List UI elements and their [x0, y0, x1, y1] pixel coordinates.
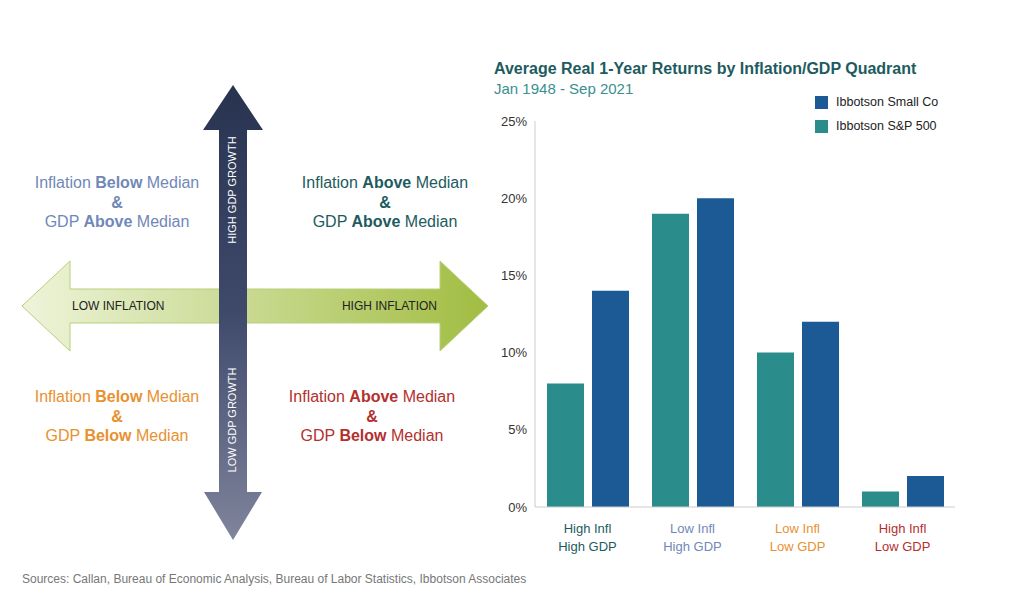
html-text:Jan 1948 - Sep 2021: Jan 1948 - Sep 2021	[494, 80, 634, 97]
svg-text:&: &	[111, 194, 123, 211]
svg-text:HIGH GDP GROWTH: HIGH GDP GROWTH	[226, 136, 238, 243]
svg-text:15%: 15%	[501, 268, 527, 283]
svg-text:20%: 20%	[501, 191, 527, 206]
html-text:Ibbotson S&P 500: Ibbotson S&P 500	[836, 119, 937, 133]
svg-text:Inflation Below Median: Inflation Below Median	[35, 388, 200, 405]
svg-text:10%: 10%	[501, 345, 527, 360]
svg-text:0%: 0%	[508, 500, 527, 515]
svg-text:&: &	[366, 408, 378, 425]
svg-text:LOW INFLATION: LOW INFLATION	[72, 299, 164, 313]
svg-text:GDP Above Median: GDP Above Median	[313, 213, 458, 230]
svg-text:GDP Below Median: GDP Below Median	[46, 427, 189, 444]
svg-text:5%: 5%	[508, 422, 527, 437]
svg-text:Inflation Below Median: Inflation Below Median	[35, 174, 200, 191]
svg-text:Low InflLow GDP: Low InflLow GDP	[770, 521, 826, 554]
svg-text:&: &	[379, 194, 391, 211]
svg-text:Low InflHigh GDP: Low InflHigh GDP	[663, 521, 722, 554]
svg-text:25%: 25%	[501, 114, 527, 129]
svg-text:Inflation Above Median: Inflation Above Median	[302, 174, 468, 191]
html-text:Sources: Callan, Bureau of Eco: Sources: Callan, Bureau of Economic Anal…	[22, 572, 527, 586]
svg-text:Inflation Above Median: Inflation Above Median	[289, 388, 455, 405]
svg-text:High InflHigh GDP: High InflHigh GDP	[558, 521, 617, 554]
svg-text:GDP Above Median: GDP Above Median	[45, 213, 190, 230]
svg-text:GDP Below Median: GDP Below Median	[301, 427, 444, 444]
html-text:Average Real 1-Year Returns by: Average Real 1-Year Returns by Inflation…	[494, 60, 917, 77]
svg-text:HIGH INFLATION: HIGH INFLATION	[342, 299, 437, 313]
html-text:Ibbotson Small Co: Ibbotson Small Co	[836, 95, 939, 109]
svg-text:&: &	[111, 408, 123, 425]
svg-text:LOW GDP GROWTH: LOW GDP GROWTH	[226, 367, 238, 472]
svg-text:High InflLow GDP: High InflLow GDP	[875, 521, 931, 554]
